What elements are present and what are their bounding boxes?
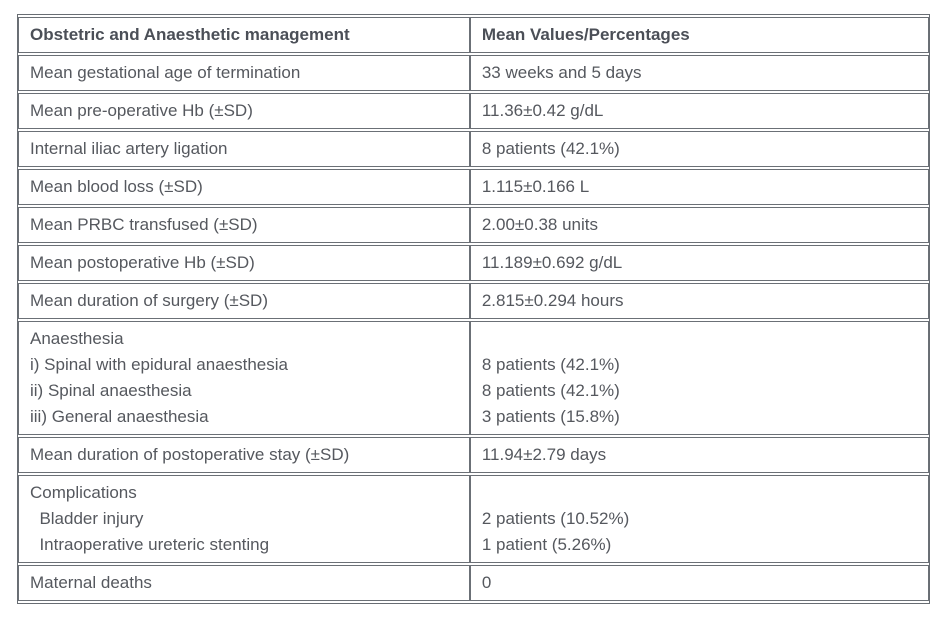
row-label-cell: Complications Bladder injury Intraoperat…: [18, 475, 470, 563]
table-row: Internal iliac artery ligation 8 patient…: [18, 131, 929, 167]
row-label-cell: Mean duration of postoperative stay (±SD…: [18, 437, 470, 473]
table-row: Mean gestational age of termination 33 w…: [18, 55, 929, 91]
row-label-cell: Internal iliac artery ligation: [18, 131, 470, 167]
table-row: Mean blood loss (±SD) 1.115±0.166 L: [18, 169, 929, 205]
row-label-cell: Maternal deaths: [18, 565, 470, 601]
row-value-cell: 0: [469, 565, 929, 601]
table-row: Mean duration of surgery (±SD) 2.815±0.2…: [18, 283, 929, 319]
table-header-row: Obstetric and Anaesthetic management Mea…: [18, 17, 929, 53]
row-label-cell: Mean postoperative Hb (±SD): [18, 245, 470, 281]
table-row-anaesthesia: Anaesthesia i) Spinal with epidural anae…: [18, 321, 929, 435]
row-value-cell: 2.00±0.38 units: [469, 207, 929, 243]
row-value-cell: 2.815±0.294 hours: [469, 283, 929, 319]
table-row: Mean PRBC transfused (±SD) 2.00±0.38 uni…: [18, 207, 929, 243]
row-value-cell: 1.115±0.166 L: [469, 169, 929, 205]
results-table-container: Obstetric and Anaesthetic management Mea…: [17, 14, 930, 604]
row-value-cell: 8 patients (42.1%) 8 patients (42.1%) 3 …: [469, 321, 929, 435]
row-label-cell: Mean duration of surgery (±SD): [18, 283, 470, 319]
table-row: Mean pre-operative Hb (±SD) 11.36±0.42 g…: [18, 93, 929, 129]
row-label-cell: Mean pre-operative Hb (±SD): [18, 93, 470, 129]
table-row-complications: Complications Bladder injury Intraoperat…: [18, 475, 929, 563]
row-value-cell: 11.189±0.692 g/dL: [469, 245, 929, 281]
row-value-cell: 11.36±0.42 g/dL: [469, 93, 929, 129]
row-value-cell: 2 patients (10.52%) 1 patient (5.26%): [469, 475, 929, 563]
table-row: Maternal deaths 0: [18, 565, 929, 601]
row-label-cell: Mean blood loss (±SD): [18, 169, 470, 205]
column-header-management: Obstetric and Anaesthetic management: [18, 17, 470, 53]
row-label-cell: Mean gestational age of termination: [18, 55, 470, 91]
column-header-values: Mean Values/Percentages: [469, 17, 929, 53]
row-value-cell: 11.94±2.79 days: [469, 437, 929, 473]
results-table: Obstetric and Anaesthetic management Mea…: [18, 15, 929, 603]
table-row: Mean postoperative Hb (±SD) 11.189±0.692…: [18, 245, 929, 281]
row-label-cell: Anaesthesia i) Spinal with epidural anae…: [18, 321, 470, 435]
row-value-cell: 8 patients (42.1%): [469, 131, 929, 167]
row-value-cell: 33 weeks and 5 days: [469, 55, 929, 91]
row-label-cell: Mean PRBC transfused (±SD): [18, 207, 470, 243]
table-row: Mean duration of postoperative stay (±SD…: [18, 437, 929, 473]
